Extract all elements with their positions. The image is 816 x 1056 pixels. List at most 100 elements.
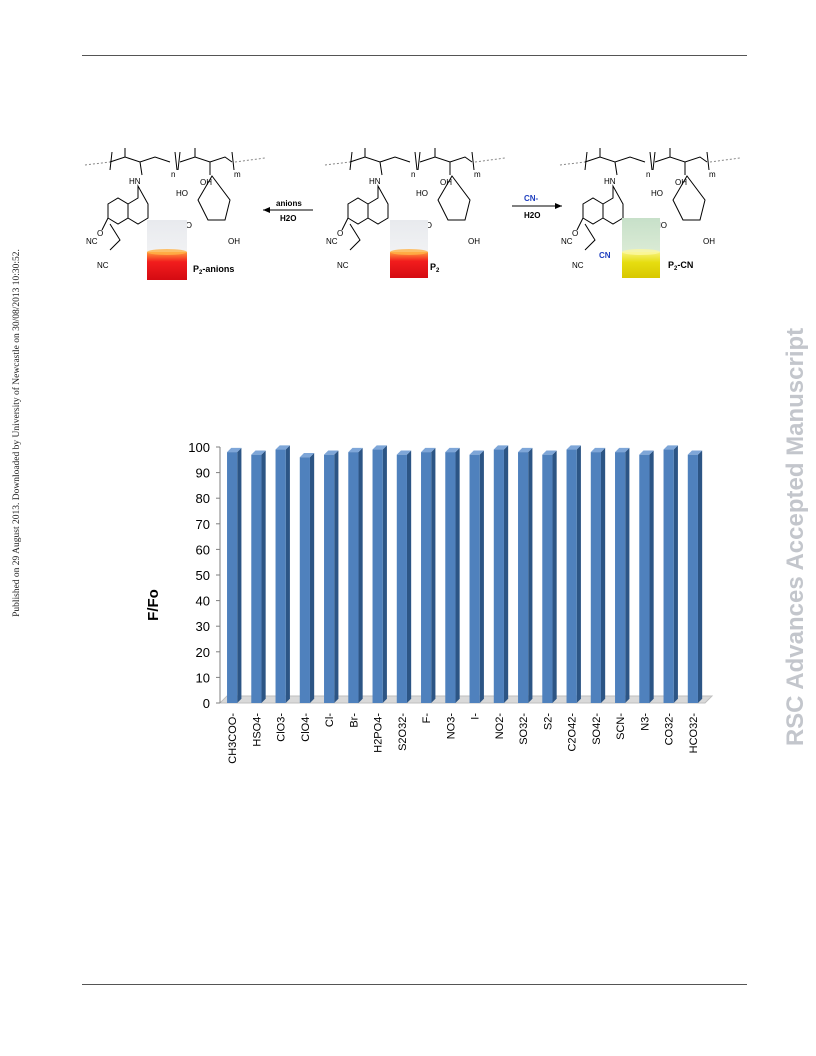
arrow-right-top-text: CN- [524,194,539,203]
bar [493,445,509,703]
y-tick-label: 60 [196,542,210,557]
bar-side [309,453,315,703]
x-tick-label: HSO4- [251,713,263,747]
label-p2-cn: P2-CN [668,260,693,272]
x-axis: CH3COO- HSO4- ClO3- ClO4- Cl- Br- H2PO4- S2O32-… [227,713,700,764]
bar-front [396,454,407,703]
arrow-right: CN- H2O [512,194,562,220]
arrow-left-bottom-text: H2O [280,214,296,223]
bar [348,447,363,703]
bar-side [406,450,412,703]
atom-hn: HN [369,177,381,186]
bar [396,450,412,703]
bar [542,450,557,703]
x-tick-label: SCN- [615,713,627,740]
bar-front [348,452,359,703]
bar-top [227,447,242,453]
bar [590,447,606,703]
x-tick-label: CH3COO- [227,713,239,764]
bar [615,447,630,703]
x-tick-label: Cl- [324,713,336,727]
molecule-left: n m HN O NC NC HO OH HO OH [84,148,266,270]
bar-chart: 0 10 20 30 40 50 60 70 80 90 100 CH3COO- HSO4- ClO3-… [145,439,714,764]
bar-front [542,454,553,703]
x-tick-label: Br- [348,713,360,728]
publication-note: Published on 29 August 2013. Downloaded … [12,249,22,617]
arrow-left: anions H2O [263,199,313,223]
atom-o: O [97,229,103,238]
bar-front [372,449,383,703]
bar-front [663,449,674,703]
bar [372,445,387,703]
bar-top [518,447,533,453]
vial-right [622,218,660,278]
atom-oh-2: OH [228,237,240,246]
atom-oh-1: OH [200,178,212,187]
bar [251,450,266,703]
bar [518,447,533,703]
bar-side [576,445,581,703]
bar-top [542,450,557,455]
y-tick-label: 20 [196,645,210,660]
arrow-left-top-text: anions [276,199,302,208]
journal-watermark: RSC Advances Accepted Manuscript [782,327,809,747]
x-tick-label: CO32- [664,713,676,746]
atom-ho-2: HO [655,221,667,230]
y-tick-label: 40 [196,594,210,609]
y-tick-label: 80 [196,491,210,506]
atom-o: O [572,229,578,238]
y-tick-label: 90 [196,466,210,481]
bar [227,447,242,703]
subscript-n: n [411,170,415,179]
subscript-m: m [474,170,481,179]
bar-top [639,450,654,455]
bar-top [421,447,436,453]
atom-ho-1: HO [416,189,428,198]
gridlines [227,439,712,671]
bar-top [324,450,339,455]
y-tick-label: 70 [196,517,210,532]
bar-front [566,449,577,703]
bar-top [372,445,387,450]
atom-nc-1: NC [561,237,573,246]
vial-left [147,220,187,280]
bar-side [673,445,678,703]
bar [566,445,581,703]
bar-top [469,450,484,455]
bar-side [600,447,606,703]
x-tick-label: NO2- [494,713,506,740]
y-axis-label: F/Fo [145,589,162,621]
x-tick-label: SO42- [591,713,603,745]
bar-top [590,447,606,453]
plot-area [218,447,714,704]
atom-o: O [337,229,343,238]
x-tick-label: N3- [639,713,651,731]
reaction-scheme: n m HN O NC NC HO OH HO OH P2-anions ani… [84,148,741,280]
bar [469,450,484,703]
bar-front [421,452,432,703]
bar-top [445,447,460,453]
x-tick-label: S2O32- [397,713,409,751]
bar [324,450,339,703]
bar-top [348,447,363,453]
footer-rule [82,984,747,985]
bar [275,445,290,703]
subscript-m: m [234,170,241,179]
bar-front [518,452,529,703]
atom-nc-1: NC [86,237,98,246]
y-axis: 0 10 20 30 40 50 60 70 80 90 100 [188,440,220,711]
chart-floor [218,695,714,704]
bars [227,445,703,703]
bar-top [663,445,678,450]
subscript-n: n [171,170,175,179]
bar-front [299,457,310,703]
bar [687,450,703,703]
label-p2-anions: P2-anions [193,264,234,276]
bar-front [275,449,286,703]
atom-nc-1: NC [326,237,338,246]
bar [445,447,460,703]
atom-ho-1: HO [176,189,188,198]
bar-side [552,450,557,703]
x-tick-label: C2O42- [567,713,579,752]
bar-top [275,445,290,450]
